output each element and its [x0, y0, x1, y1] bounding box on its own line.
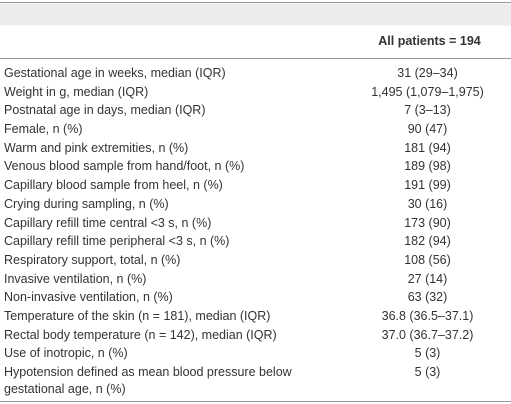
row-value: 31 (29–34) — [397, 66, 458, 80]
row-label: Respiratory support, total, n (%) — [4, 252, 181, 267]
row-value: 1,495 (1,079–1,975) — [371, 84, 484, 99]
row-value: 36.8 (36.5–37.1) — [381, 308, 474, 323]
table-row: Weight in g, median (IQR) 1,495 (1,079–1,… — [0, 84, 511, 103]
column-header: All patients = 194 — [348, 2, 511, 59]
row-label: Temperature of the skin (n = 181), media… — [4, 308, 271, 323]
table-row: Female, n (%) 90 (47) — [0, 121, 511, 140]
row-value: 37.0 (36.7–37.2) — [381, 327, 474, 342]
row-value: 7 (3–13) — [404, 103, 451, 118]
row-value: 182 (94) — [404, 234, 451, 249]
table-row: Venous blood sample from hand/foot, n (%… — [0, 158, 511, 177]
table-row: Rectal body temperature (n = 142), media… — [0, 327, 511, 346]
row-label: Postnatal age in days, median (IQR) — [4, 103, 206, 118]
row-value: 189 (98) — [404, 159, 451, 174]
row-label: Capillary refill time central <3 s, n (%… — [4, 215, 212, 230]
row-label: Use of inotropic, n (%) — [4, 346, 128, 361]
row-value: 173 (90) — [404, 215, 451, 230]
table-row: Temperature of the skin (n = 181), media… — [0, 308, 511, 327]
row-label: Venous blood sample from hand/foot, n (%… — [4, 159, 245, 174]
table-row: Postnatal age in days, median (IQR) 7 (3–… — [0, 102, 511, 121]
row-value: 191 (99) — [404, 178, 451, 193]
row-label: Capillary refill time peripheral <3 s, n… — [4, 234, 230, 249]
table-row: Crying during sampling, n (%) 30 (16) — [0, 196, 511, 215]
header-row: All patients = 194 — [0, 2, 511, 59]
row-label: Gestational age in weeks, median (IQR) — [4, 66, 226, 80]
row-label: Crying during sampling, n (%) — [4, 196, 169, 211]
row-label: Hypotension defined as mean blood pressu… — [4, 365, 292, 396]
table-row: Gestational age in weeks, median (IQR) 31… — [0, 59, 511, 84]
table-body: Gestational age in weeks, median (IQR) 31… — [0, 59, 511, 402]
row-label: Female, n (%) — [4, 122, 83, 137]
table-row: Use of inotropic, n (%) 5 (3) — [0, 345, 511, 364]
table-row: Capillary refill time central <3 s, n (%… — [0, 215, 511, 234]
row-value: 5 (3) — [414, 365, 441, 379]
row-value: 108 (56) — [404, 252, 451, 267]
row-value: 90 (47) — [407, 122, 448, 137]
table-row: Respiratory support, total, n (%) 108 (56… — [0, 252, 511, 271]
row-value: 181 (94) — [404, 140, 451, 155]
table-row: Capillary blood sample from heel, n (%) 1… — [0, 177, 511, 196]
table-row: Non-invasive ventilation, n (%) 63 (32) — [0, 289, 511, 308]
table-row: Invasive ventilation, n (%) 27 (14) — [0, 271, 511, 290]
table-row: Hypotension defined as mean blood pressu… — [0, 364, 511, 402]
header-empty — [0, 2, 348, 59]
row-value: 30 (16) — [407, 196, 448, 211]
row-label: Rectal body temperature (n = 142), media… — [4, 327, 277, 342]
table-row: Capillary refill time peripheral <3 s, n… — [0, 233, 511, 252]
row-label: Weight in g, median (IQR) — [4, 84, 149, 99]
row-value: 5 (3) — [414, 346, 441, 361]
row-value: 27 (14) — [407, 271, 448, 286]
row-label: Capillary blood sample from heel, n (%) — [4, 178, 223, 193]
table-row: Warm and pink extremities, n (%) 181 (94) — [0, 140, 511, 159]
row-value: 63 (32) — [407, 290, 448, 305]
row-label: Non-invasive ventilation, n (%) — [4, 290, 173, 305]
row-label: Invasive ventilation, n (%) — [4, 271, 147, 286]
row-label: Warm and pink extremities, n (%) — [4, 140, 189, 155]
